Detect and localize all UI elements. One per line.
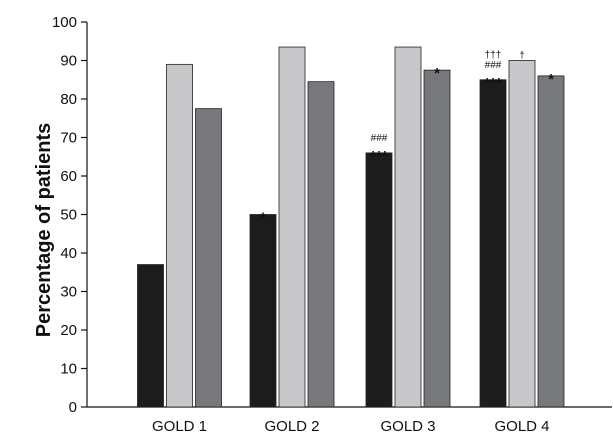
bar [196, 109, 222, 407]
bar [250, 215, 276, 408]
significance-marker: † [519, 51, 525, 62]
bars [138, 47, 565, 407]
y-ticks: 0 10 20 30 40 50 60 70 80 90 100 [52, 14, 87, 416]
y-tick-label: 10 [60, 361, 77, 378]
y-tick-label: 90 [60, 53, 77, 70]
x-tick-label: GOLD 4 [494, 418, 549, 435]
y-tick-label: 100 [52, 14, 77, 31]
y-tick-label: 80 [60, 91, 77, 108]
x-tick-label: GOLD 2 [264, 418, 319, 435]
bar [167, 64, 193, 407]
y-tick-label: 70 [60, 130, 77, 147]
bar [424, 70, 450, 407]
bar [308, 82, 334, 407]
x-tick-label: GOLD 3 [380, 418, 435, 435]
y-tick-label: 30 [60, 284, 77, 301]
y-axis-label: Percentage of patients [33, 123, 55, 338]
x-tick-label: GOLD 1 [152, 418, 207, 435]
bar [480, 80, 506, 407]
significance-marker: * [548, 71, 554, 88]
significance-marker: ### [485, 60, 502, 71]
x-tick-labels: GOLD 1 GOLD 2 GOLD 3 GOLD 4 [152, 418, 550, 435]
bar [138, 265, 164, 407]
y-tick-label: 0 [69, 399, 77, 416]
significance-marker: * [434, 65, 440, 82]
bar [279, 47, 305, 407]
y-tick-label: 40 [60, 245, 77, 262]
bar [538, 76, 564, 407]
significance-marker: *** [484, 75, 502, 92]
significance-marker: ### [371, 133, 388, 144]
significance-marker: *** [370, 148, 388, 165]
significance-marker: * [260, 210, 266, 227]
bar [509, 61, 535, 408]
bar [395, 47, 421, 407]
y-tick-label: 50 [60, 207, 77, 224]
y-tick-label: 20 [60, 322, 77, 339]
y-tick-label: 60 [60, 168, 77, 185]
bar [366, 153, 392, 407]
